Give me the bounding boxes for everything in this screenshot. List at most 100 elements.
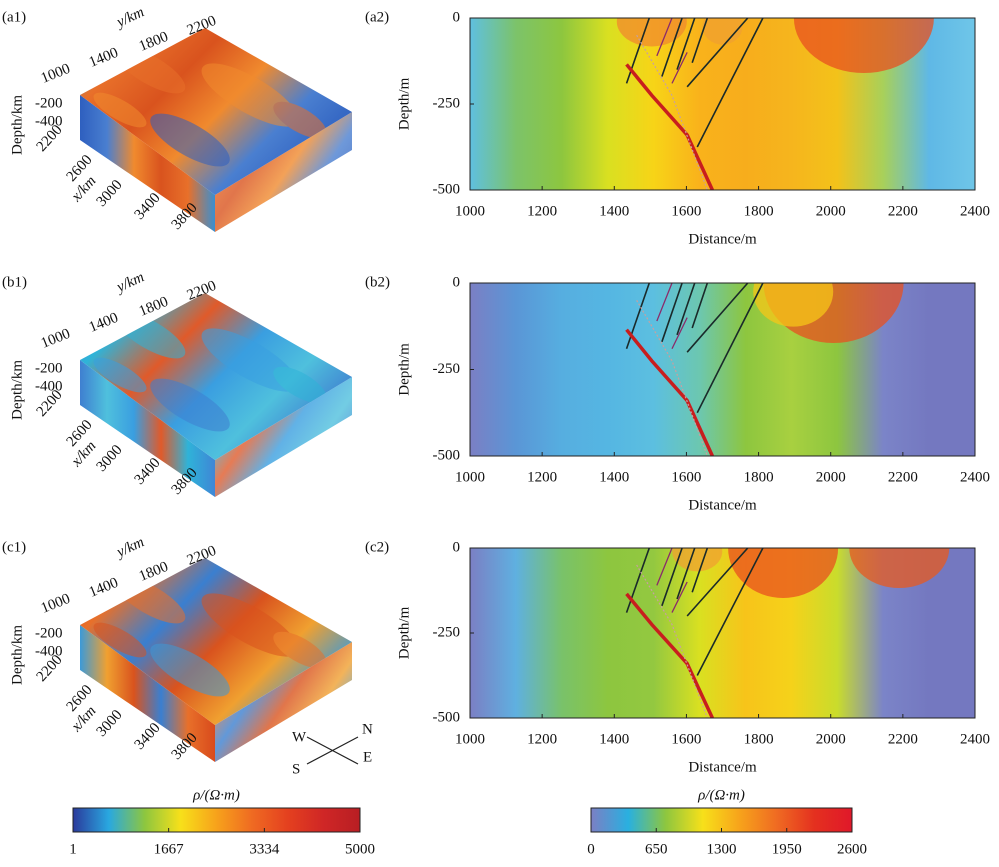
x-tick-label: 1000 xyxy=(455,469,485,485)
x-axis-label: Distance/m xyxy=(688,231,757,247)
axis-label: y/km xyxy=(113,4,147,31)
colorbar-tick-label: 1 xyxy=(69,841,77,857)
y-tick-label: 0 xyxy=(453,274,461,290)
x-tick-label: 2000 xyxy=(816,203,846,219)
fault-line xyxy=(656,548,673,586)
y-tick-label: 0 xyxy=(453,539,461,555)
colorbar-label: ρ/(Ω·m) xyxy=(697,787,745,803)
x-tick-label: 2200 xyxy=(888,731,918,747)
x-tick-label: 1800 xyxy=(744,203,774,219)
tick-label: -400 xyxy=(35,643,63,659)
fault-trace xyxy=(625,63,714,190)
panel-label: (c1) xyxy=(2,539,26,555)
tick-label: 1400 xyxy=(87,575,121,601)
colorbar-tick-label: 2600 xyxy=(837,841,867,857)
compass-label: E xyxy=(363,749,372,765)
y-tick-label: -500 xyxy=(433,709,461,725)
fault-trace xyxy=(636,34,708,190)
fault-line xyxy=(671,52,688,84)
fault-line xyxy=(625,548,651,613)
section-anomaly xyxy=(793,18,934,73)
compass-label: W xyxy=(292,729,307,745)
panel-label: (b1) xyxy=(2,274,27,290)
x-tick-label: 1600 xyxy=(671,203,701,219)
fault-line xyxy=(676,283,696,336)
fault-line xyxy=(656,18,673,57)
x-tick-label: 1600 xyxy=(671,731,701,747)
block-blob xyxy=(93,92,147,128)
fault-trace xyxy=(625,328,714,456)
x-tick-label: 2000 xyxy=(816,731,846,747)
tick-label: 1400 xyxy=(87,310,121,336)
y-tick-label: -250 xyxy=(433,624,461,640)
section-overlay xyxy=(625,548,950,718)
axis-label: Depth/km xyxy=(9,360,25,420)
section-anomaly xyxy=(753,283,834,327)
tick-label: 1000 xyxy=(39,61,73,87)
fault-line xyxy=(661,548,683,607)
fault-line xyxy=(676,548,696,600)
compass-label: S xyxy=(292,761,300,777)
x-tick-label: 2400 xyxy=(960,203,990,219)
block-blob xyxy=(150,378,230,432)
colorbar-tick-label: 1300 xyxy=(707,841,737,857)
x-tick-label: 1400 xyxy=(599,731,629,747)
x-tick-label: 2200 xyxy=(888,203,918,219)
axis-label: y/km xyxy=(113,534,147,561)
fault-line xyxy=(691,18,709,63)
y-axis-label: Depth/m xyxy=(396,77,412,130)
y-axis-label: Depth/m xyxy=(396,343,412,396)
colorbar xyxy=(72,807,361,833)
tick-label: 3000 xyxy=(94,707,126,740)
x-tick-label: 2400 xyxy=(960,469,990,485)
x-tick-label: 1800 xyxy=(744,731,774,747)
x-tick-label: 1600 xyxy=(671,469,701,485)
tick-label: 3400 xyxy=(132,455,164,488)
section-overlay xyxy=(625,283,904,456)
fault-line xyxy=(686,18,749,88)
block-blob xyxy=(273,631,327,669)
section-image xyxy=(470,283,975,456)
fault-line xyxy=(686,548,749,617)
block-blob xyxy=(93,622,147,658)
block-side-face xyxy=(215,377,352,497)
x-tick-label: 1800 xyxy=(744,469,774,485)
section-anomaly xyxy=(849,548,950,588)
colorbar-tick-label: 0 xyxy=(587,841,595,857)
compass-label: N xyxy=(362,721,373,737)
tick-label: 3400 xyxy=(132,720,164,753)
x-tick-label: 1400 xyxy=(599,203,629,219)
panel-label: (c2) xyxy=(365,539,389,555)
block-blob xyxy=(273,101,327,139)
block-front-face xyxy=(80,625,215,762)
x-tick-label: 1200 xyxy=(527,731,557,747)
y-tick-label: -250 xyxy=(433,361,461,377)
tick-label: -400 xyxy=(35,378,63,394)
y-axis-label: Depth/m xyxy=(396,606,412,659)
compass-arrow xyxy=(306,736,359,765)
colorbar-tick-label: 5000 xyxy=(345,841,375,857)
tick-label: 3400 xyxy=(132,190,164,223)
fault-line xyxy=(696,283,764,414)
x-tick-label: 1400 xyxy=(599,469,629,485)
y-tick-label: 0 xyxy=(453,9,461,25)
fault-trace xyxy=(625,592,714,718)
block-side-face xyxy=(215,642,352,762)
x-tick-label: 1200 xyxy=(527,469,557,485)
colorbar-tick-label: 1950 xyxy=(772,841,802,857)
fault-trace xyxy=(636,299,708,456)
x-tick-label: 1000 xyxy=(455,731,485,747)
fault-trace xyxy=(636,564,708,718)
x-tick-label: 2200 xyxy=(888,469,918,485)
tick-label: 1000 xyxy=(39,326,73,352)
x-tick-label: 2400 xyxy=(960,731,990,747)
x-tick-label: 2000 xyxy=(816,469,846,485)
fault-line xyxy=(671,581,688,613)
x-tick-label: 1000 xyxy=(455,203,485,219)
fault-line xyxy=(656,283,673,322)
tick-label: 3000 xyxy=(94,177,126,210)
fault-line xyxy=(625,18,651,84)
y-tick-label: -500 xyxy=(433,181,461,197)
tick-label: 1400 xyxy=(87,45,121,71)
